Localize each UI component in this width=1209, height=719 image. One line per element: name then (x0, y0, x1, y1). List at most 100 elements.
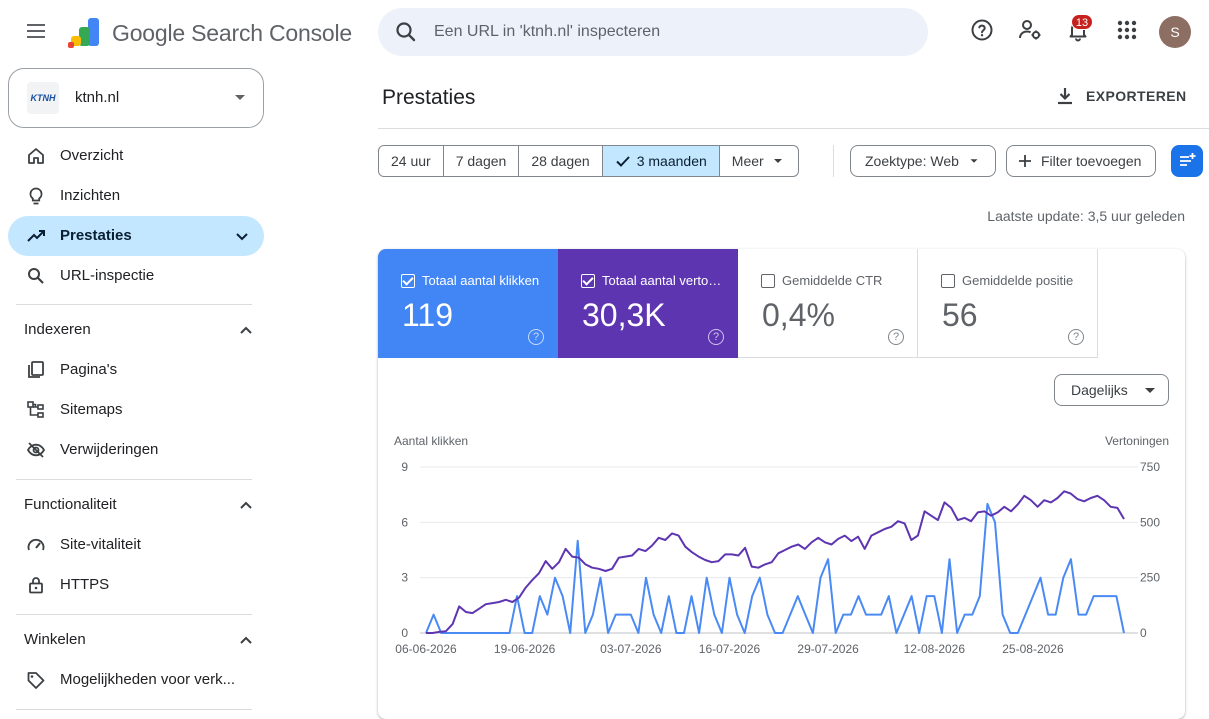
checkbox[interactable] (401, 274, 415, 288)
url-inspection-search[interactable] (378, 8, 928, 56)
sidebar-item-inzichten[interactable]: Inzichten (8, 176, 264, 216)
date-range-more[interactable]: Meer (720, 146, 798, 176)
section-indexeren[interactable]: Indexeren (24, 319, 256, 343)
metric-value: 119 (402, 297, 454, 333)
checkbox[interactable] (581, 274, 595, 288)
tag-icon (27, 672, 45, 689)
chevron-down-icon[interactable] (234, 228, 250, 244)
filter-settings-button[interactable] (1171, 145, 1203, 177)
help-icon[interactable]: ? (528, 329, 544, 345)
metric-ctr[interactable]: Gemiddelde CTR 0,4% ? (738, 249, 918, 358)
divider (16, 709, 252, 710)
help-icon[interactable]: ? (888, 329, 904, 345)
metric-value: 30,3K (582, 297, 666, 333)
filter-list-icon (1180, 153, 1196, 166)
sidebar-item-label: Prestaties (60, 227, 132, 244)
granularity-label: Dagelijks (1071, 382, 1128, 398)
performance-chart: Aantal klikken Vertoningen 9 750 6 500 3 250 0… (394, 434, 1169, 656)
y-left-tick-label: 0 (401, 626, 408, 640)
metric-label: Gemiddelde positie (962, 273, 1074, 288)
property-logo: KTNH (27, 82, 59, 114)
y-right-tick-label: 500 (1140, 515, 1160, 529)
sidebar-item-label: Mogelijkheden voor verk... (60, 671, 236, 688)
caret-down-icon (1145, 388, 1155, 393)
section-title: Indexeren (24, 321, 91, 338)
x-tick-label: 19-06-2026 (494, 642, 556, 656)
notification-count-badge: 13 (1071, 14, 1093, 30)
metric-impressions[interactable]: Totaal aantal vertoningen 30,3K ? (558, 249, 738, 358)
sidebar-item-label: Pagina's (60, 361, 118, 378)
date-range-label: 3 maanden (636, 153, 707, 169)
metric-value: 56 (942, 297, 978, 333)
speed-icon (27, 538, 45, 551)
lightbulb-icon (29, 187, 43, 205)
date-range-3m[interactable]: 3 maanden (602, 146, 720, 176)
property-selector[interactable]: KTNH ktnh.nl (8, 68, 264, 128)
sidebar-item-sitemaps[interactable]: Sitemaps (8, 390, 264, 430)
help-icon[interactable] (968, 16, 996, 44)
chevron-up-icon (240, 326, 252, 334)
x-tick-label: 12-08-2026 (904, 642, 966, 656)
divider (833, 145, 834, 177)
sidebar-item-mogelijkheden[interactable]: Mogelijkheden voor verk... (8, 660, 264, 700)
divider (378, 128, 1209, 129)
date-range-24h[interactable]: 24 uur (379, 146, 444, 176)
series-line-impressions (426, 490, 1125, 634)
search-input[interactable] (434, 20, 904, 44)
sidebar-item-https[interactable]: HTTPS (8, 565, 264, 605)
checkbox[interactable] (941, 274, 955, 288)
sidebar-item-label: Verwijderingen (60, 441, 159, 458)
add-filter-label: Filter toevoegen (1041, 153, 1142, 169)
chevron-up-icon (240, 636, 252, 644)
sidebar-item-url-inspectie[interactable]: URL-inspectie (8, 256, 264, 296)
divider (16, 304, 252, 305)
section-functionaliteit[interactable]: Functionaliteit (24, 494, 256, 518)
help-icon[interactable]: ? (1068, 329, 1084, 345)
caret-down-icon (235, 95, 245, 100)
granularity-dropdown[interactable]: Dagelijks (1054, 374, 1169, 406)
main-content: Prestaties EXPORTEREN 24 uur 7 dagen 28 … (378, 64, 1209, 719)
sidebar-item-site-vitaliteit[interactable]: Site-vitaliteit (8, 525, 264, 565)
add-filter-button[interactable]: Filter toevoegen (1006, 145, 1157, 177)
checkbox[interactable] (761, 274, 775, 288)
search-type-label: Zoektype: Web (865, 153, 959, 169)
performance-card: Totaal aantal klikken 119 ? Totaal aanta… (378, 249, 1185, 719)
date-range-selector: 24 uur 7 dagen 28 dagen 3 maanden Meer (378, 145, 799, 177)
metric-label: Totaal aantal vertoningen (602, 273, 722, 288)
manage-users-icon[interactable] (1016, 16, 1044, 44)
home-icon (28, 148, 44, 164)
sidebar-item-verwijderingen[interactable]: Verwijderingen (8, 430, 264, 470)
sidebar-item-label: HTTPS (60, 576, 110, 593)
lock-icon (29, 577, 43, 594)
sidebar: KTNH ktnh.nl Overzicht Inzichten Prestat… (0, 64, 272, 711)
sidebar-item-paginas[interactable]: Pagina's (8, 350, 264, 390)
sidebar-item-overzicht[interactable]: Overzicht (8, 136, 264, 176)
main-menu-icon[interactable] (24, 20, 48, 44)
metric-clicks[interactable]: Totaal aantal klikken 119 ? (378, 249, 558, 358)
y-left-tick-label: 9 (401, 460, 408, 474)
y-left-tick-label: 3 (401, 571, 408, 585)
sidebar-item-label: Sitemaps (60, 401, 123, 418)
property-name: ktnh.nl (75, 89, 120, 106)
metric-label: Gemiddelde CTR (782, 273, 883, 288)
export-button[interactable]: EXPORTEREN (1054, 82, 1186, 110)
y-right-tick-label: 0 (1140, 626, 1147, 640)
metric-position[interactable]: Gemiddelde positie 56 ? (918, 249, 1098, 358)
sidebar-item-label: Overzicht (60, 147, 124, 164)
account-avatar[interactable]: S (1159, 16, 1191, 48)
date-range-7d[interactable]: 7 dagen (444, 146, 520, 176)
help-icon[interactable]: ? (708, 329, 724, 345)
apps-grid-icon[interactable] (1113, 16, 1141, 44)
page-title: Prestaties (382, 86, 476, 109)
search-type-filter[interactable]: Zoektype: Web (850, 145, 996, 177)
trending-up-icon (27, 230, 45, 242)
caret-down-icon (773, 159, 782, 163)
metric-label: Totaal aantal klikken (422, 273, 540, 288)
sidebar-item-prestaties[interactable]: Prestaties (8, 216, 264, 256)
y-left-axis-title: Aantal klikken (394, 434, 468, 448)
plus-icon (1019, 155, 1031, 167)
section-winkelen[interactable]: Winkelen (24, 629, 256, 653)
divider (16, 479, 252, 480)
date-range-28d[interactable]: 28 dagen (519, 146, 603, 176)
date-range-label: Meer (731, 153, 764, 169)
